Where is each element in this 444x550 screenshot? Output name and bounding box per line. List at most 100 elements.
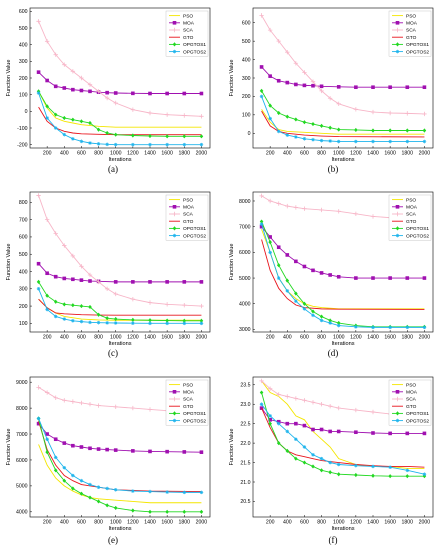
data-point (294, 259, 298, 264)
data-point (370, 109, 376, 115)
data-point (422, 431, 427, 436)
legend-marker (172, 390, 177, 394)
data-point (327, 96, 333, 101)
series-opgtos1 (259, 88, 427, 133)
data-point (87, 272, 93, 278)
data-point (105, 447, 109, 452)
data-point (105, 142, 109, 147)
x-axis-label: Iterations (108, 341, 131, 347)
data-point (268, 414, 272, 418)
y-tick-label: 4000 (239, 302, 251, 308)
x-axis-label: Iterations (108, 157, 131, 163)
data-point (130, 107, 136, 112)
x-tick-label: 1000 (333, 520, 345, 526)
data-point (336, 320, 341, 326)
data-point (113, 321, 118, 325)
x-tick-label: 1400 (367, 335, 379, 341)
legend-entry: GTO (183, 404, 194, 410)
data-point (71, 117, 75, 122)
y-tick-label: 400 (19, 269, 28, 275)
data-point (96, 127, 101, 132)
data-point (88, 304, 92, 310)
data-point (285, 133, 290, 137)
x-tick-label: 400 (283, 335, 292, 341)
data-point (268, 239, 272, 245)
data-point (113, 505, 118, 511)
series-moa (259, 406, 427, 436)
data-point (131, 321, 135, 325)
data-point (53, 126, 58, 130)
data-point (182, 280, 187, 284)
data-point (199, 142, 204, 147)
data-point (164, 112, 170, 117)
legend-entry: OPGTOS1 (183, 226, 206, 232)
data-point (148, 91, 152, 96)
data-point (388, 465, 392, 470)
data-point (294, 135, 298, 139)
series-line (38, 444, 202, 504)
data-point (285, 278, 290, 283)
data-point (276, 263, 281, 268)
y-tick-label: 100 (242, 113, 251, 119)
legend-entry: SCA (183, 212, 194, 218)
data-point (88, 482, 92, 487)
data-point (276, 421, 281, 426)
data-point (268, 421, 272, 426)
y-axis-label: Function Value (229, 244, 235, 281)
data-point (96, 312, 101, 317)
data-point (294, 437, 298, 442)
data-point (310, 79, 316, 84)
y-axis-label: Function Value (6, 429, 12, 466)
x-tick-label: 200 (43, 335, 52, 341)
x-tick-label: 2000 (419, 151, 431, 157)
chart-panel-3: 200 400 600 800 1000 1200 1400 1600 1800 2000 100 2… (6, 191, 211, 347)
legend-entry: PSO (183, 13, 193, 19)
panel-caption: (e) (108, 535, 118, 545)
data-point (354, 472, 358, 478)
data-point (148, 449, 152, 454)
legend-marker (172, 411, 177, 416)
data-point (45, 78, 49, 83)
data-point (113, 404, 118, 410)
data-point (165, 91, 169, 96)
legend-entry: OPGTOS2 (406, 49, 429, 55)
data-point (79, 303, 84, 309)
data-point (79, 400, 84, 406)
data-point (45, 307, 49, 312)
data-point (388, 325, 392, 330)
data-point (354, 139, 358, 144)
data-point (311, 121, 315, 127)
x-tick-label: 1600 (384, 520, 396, 526)
data-point (405, 128, 410, 133)
data-point (147, 110, 153, 116)
legend-marker (395, 418, 400, 423)
y-axis-label: Function Value (229, 429, 235, 466)
series-line (261, 239, 425, 310)
y-tick-label: 5000 (239, 276, 251, 282)
data-point (354, 325, 358, 329)
data-point (336, 139, 341, 144)
legend-marker (172, 205, 177, 209)
data-point (302, 423, 307, 428)
legend-entry: MOA (183, 21, 195, 27)
x-tick-label: 600 (300, 151, 309, 157)
data-point (182, 134, 187, 139)
data-point (302, 460, 307, 465)
data-point (148, 280, 152, 284)
data-point (164, 302, 170, 307)
data-point (302, 70, 307, 75)
legend-entry: SCA (406, 212, 417, 218)
data-point (53, 314, 58, 319)
data-point (319, 318, 324, 323)
data-point (302, 83, 307, 88)
data-point (405, 139, 410, 144)
data-point (259, 224, 264, 229)
data-point (311, 137, 315, 142)
data-point (36, 286, 41, 291)
data-point (53, 112, 58, 117)
data-point (328, 460, 332, 465)
data-point (88, 446, 92, 451)
series-opgtos2 (259, 402, 427, 477)
